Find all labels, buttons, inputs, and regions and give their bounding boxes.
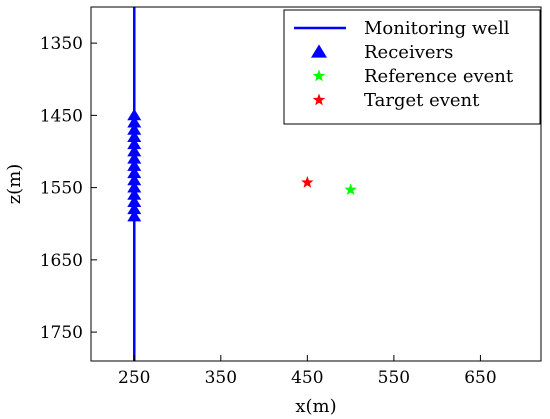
receiver-marker <box>127 173 142 186</box>
legend-symbol-target-event <box>312 93 326 106</box>
receiver-marker <box>127 137 142 150</box>
legend-label-reference-event: Reference event <box>364 66 514 87</box>
legend-symbol-receivers <box>311 44 327 58</box>
receiver-marker <box>127 195 142 207</box>
x-tick-label: 550 <box>378 368 410 388</box>
x-tick-label: 650 <box>464 368 496 388</box>
x-tick-label: 250 <box>118 368 150 388</box>
y-tick-label: 1450 <box>40 106 83 126</box>
axis-ticks: 250 350 450 550 650 1350 1450 1550 1650 1750 <box>40 34 497 388</box>
x-axis-label: x(m) <box>295 396 336 417</box>
legend-symbol-reference-event <box>312 69 326 82</box>
plot-frame <box>90 6 542 362</box>
y-tick-label: 1750 <box>40 323 83 343</box>
legend: Monitoring well Receivers Reference event T… <box>283 9 541 125</box>
y-tick-label: 1350 <box>40 34 83 54</box>
receiver-marker <box>127 152 142 164</box>
y-tick-label: 1650 <box>40 251 83 271</box>
receiver-marker <box>127 188 142 200</box>
target-event-marker <box>301 176 314 188</box>
plot-content <box>127 7 357 361</box>
x-tick-label: 350 <box>205 368 237 388</box>
receiver-marker <box>127 159 142 171</box>
receiver-marker <box>127 180 142 193</box>
x-tick-label: 450 <box>291 368 323 388</box>
reference-event-marker <box>344 183 357 196</box>
legend-label-receivers: Receivers <box>364 42 453 63</box>
legend-label-target-event: Target event <box>364 90 480 111</box>
receiver-marker <box>127 144 142 157</box>
legend-label-monitoring-well: Monitoring well <box>364 18 510 39</box>
receiver-marker <box>127 209 142 222</box>
receiver-marker <box>127 202 142 215</box>
receiver-marker <box>127 115 142 128</box>
receiver-marker <box>127 130 142 142</box>
y-axis-label: z(m) <box>4 164 25 205</box>
y-tick-label: 1550 <box>40 179 83 199</box>
receiver-marker <box>127 166 142 179</box>
receiver-marker <box>127 108 142 121</box>
receiver-marker <box>127 123 142 135</box>
